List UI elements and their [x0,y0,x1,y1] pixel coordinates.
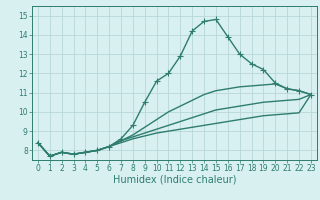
X-axis label: Humidex (Indice chaleur): Humidex (Indice chaleur) [113,175,236,185]
